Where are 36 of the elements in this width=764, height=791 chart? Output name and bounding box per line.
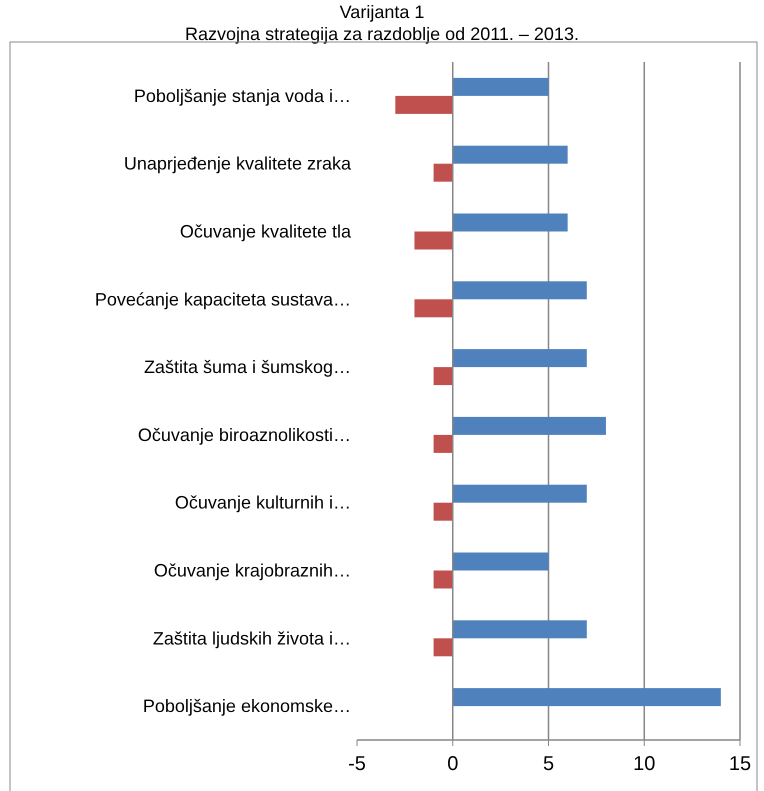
y-tick-label: Zaštita ljudskih života i… (152, 628, 351, 648)
bar (395, 96, 453, 114)
y-tick-label: Očuvanje kvalitete tla (180, 222, 352, 242)
y-tick-label: Očuvanje biroaznolikosti… (138, 424, 351, 445)
bar (452, 416, 606, 435)
bar (434, 434, 453, 453)
y-tick-label: Poboljšanje ekonomske… (142, 696, 351, 716)
bar (452, 146, 568, 164)
bar (434, 570, 453, 588)
y-tick-label: Unaprjeđenje kvalitete zraka (124, 154, 352, 174)
bar (452, 281, 587, 300)
x-tick-label: 15 (728, 753, 752, 775)
bar (452, 552, 548, 570)
x-tick-label: 5 (542, 753, 554, 775)
bar (434, 638, 453, 656)
x-tick-label: -5 (348, 753, 366, 775)
bar (452, 688, 721, 706)
y-tick-label: Poboljšanje stanja voda i… (134, 86, 351, 106)
y-tick-label: Povećanje kapaciteta sustava… (94, 289, 351, 310)
y-tick-label: Zaštita šuma i šumskog… (144, 357, 351, 378)
bar (414, 299, 453, 318)
chart-title: Varijanta 1 (340, 2, 424, 22)
bar (434, 502, 453, 521)
chart-subtitle: Razvojna strategija za razdoblje od 2011. – 2013. (185, 24, 579, 44)
y-tick-label: Očuvanje kulturnih i… (174, 492, 351, 513)
bar (434, 367, 453, 386)
bar (452, 214, 568, 232)
bar (414, 232, 453, 250)
bar (452, 78, 548, 96)
bar (452, 620, 587, 638)
x-tick-label: 0 (447, 753, 458, 775)
x-tick-label: 10 (633, 753, 656, 775)
bar (452, 484, 587, 503)
bar (434, 164, 453, 182)
bar (452, 349, 587, 368)
y-tick-label: Očuvanje krajobraznih… (154, 560, 351, 580)
